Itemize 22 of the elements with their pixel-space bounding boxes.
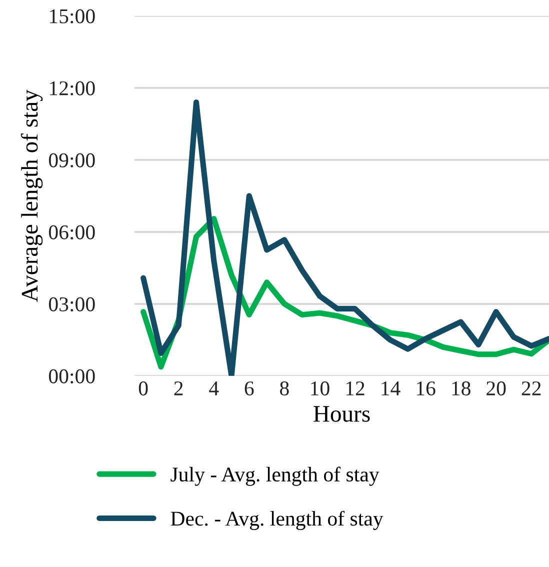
x-tick-label: 10 [311, 381, 330, 396]
legend-label: Dec. - Avg. length of stay [170, 510, 384, 530]
y-axis-title: Average length of stay [20, 90, 43, 302]
x-tick-label: 2 [174, 381, 183, 396]
x-tick-label: 8 [280, 381, 289, 396]
x-axis-title: Hours [314, 406, 370, 422]
y-tick-label: 00:00 [48, 369, 95, 384]
y-tick-label: 03:00 [48, 297, 95, 312]
x-tick-label: 12 [346, 381, 364, 396]
y-tick-label: 15:00 [50, 9, 95, 24]
x-tick-label: 18 [452, 381, 470, 396]
x-tick-label: 4 [209, 382, 219, 396]
x-tick-label: 14 [382, 381, 400, 396]
y-tick-label: 06:00 [48, 225, 95, 240]
x-tick-label: 0 [138, 381, 148, 396]
x-tick-label: 22 [522, 381, 541, 396]
y-tick-label: 12:00 [50, 81, 95, 96]
y-tick-label: 09:00 [48, 153, 95, 168]
x-tick-label: 20 [486, 381, 506, 396]
legend-label: July - Avg. length of stay [170, 466, 380, 486]
x-tick-label: 6 [244, 381, 254, 396]
x-tick-label: 16 [416, 381, 436, 396]
